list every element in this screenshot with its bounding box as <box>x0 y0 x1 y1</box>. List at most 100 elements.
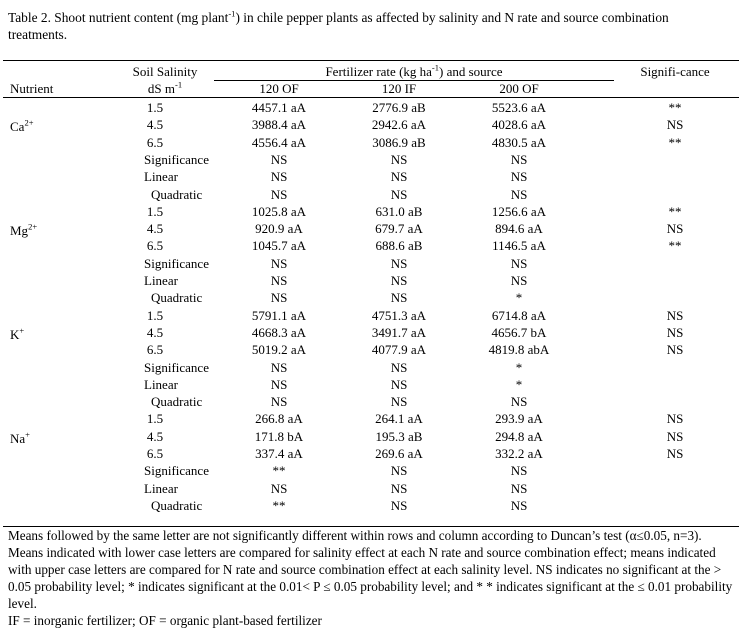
caption-text-end: ) in chile pepper plants as affected by … <box>8 10 669 42</box>
row-label: Quadratic <box>151 394 203 410</box>
row-label: Linear <box>144 480 178 496</box>
row-label: Linear <box>144 376 178 392</box>
cell-120-of: ** <box>272 497 286 513</box>
table-row: Quadratic NS NS NS <box>0 186 742 203</box>
cell-120-if: 2942.6 aA <box>371 117 427 133</box>
cell-120-if: 4751.3 aA <box>371 307 427 323</box>
cell-significance: NS <box>666 307 684 323</box>
cell-200-of: NS <box>510 169 528 185</box>
table-row: Quadratic NS NS * <box>0 289 742 306</box>
cell-120-of: NS <box>270 290 288 306</box>
table-row: 6.5 337.4 aA 269.6 aA 332.2 aA NS <box>0 445 742 462</box>
cell-120-of: NS <box>270 151 288 167</box>
cell-120-if: NS <box>390 186 408 202</box>
cell-significance: ** <box>668 238 682 254</box>
cell-120-of: 4668.3 aA <box>251 324 307 340</box>
cell-200-of: NS <box>510 186 528 202</box>
cell-120-of: NS <box>270 255 288 271</box>
cell-120-if: NS <box>390 497 408 513</box>
cell-200-of: 5523.6 aA <box>491 100 547 115</box>
cell-120-of: NS <box>270 480 288 496</box>
row-label: 4.5 <box>146 221 164 237</box>
row-label: Quadratic <box>151 290 203 306</box>
cell-120-of: 5791.1 aA <box>251 307 307 323</box>
cell-200-of: 4656.7 bA <box>491 324 547 340</box>
cell-120-if: 3491.7 aA <box>371 324 427 340</box>
cell-120-of: NS <box>270 359 288 375</box>
cell-120-of: 171.8 bA <box>254 428 304 444</box>
nutrient-symbol: Mg <box>10 223 29 239</box>
cell-200-of: 293.9 aA <box>495 411 543 427</box>
table-row: Linear NS NS NS <box>0 168 742 185</box>
table-footnote: Means followed by the same letter are no… <box>8 527 736 629</box>
table-row: Linear NS NS NS <box>0 480 742 497</box>
cell-120-if: 195.3 aB <box>375 428 423 444</box>
cell-120-of: NS <box>270 186 288 202</box>
bottom-rule <box>3 526 739 527</box>
nutrient-charge: + <box>25 429 30 440</box>
header-soil-salinity: Soil Salinity <box>132 64 198 79</box>
row-label: 6.5 <box>146 342 164 358</box>
cell-200-of: 4028.6 aA <box>491 117 547 133</box>
table-row: 4.5 4668.3 aA 3491.7 aA 4656.7 bA NS <box>0 324 742 341</box>
nutrient-symbol: Na <box>10 430 26 446</box>
cell-200-of: 4819.8 abA <box>488 342 550 358</box>
row-label: 4.5 <box>146 324 164 340</box>
cell-120-if: 3086.9 aB <box>372 134 426 150</box>
cell-120-if: NS <box>390 480 408 496</box>
row-label: 4.5 <box>146 428 164 444</box>
spanner-rule <box>214 80 614 81</box>
table-row: 1.5 4457.1 aA 2776.9 aB 5523.6 aA ** <box>0 99 742 116</box>
cell-120-if: 264.1 aA <box>375 411 423 427</box>
cell-200-of: * <box>515 376 523 392</box>
caption-superscript: -1 <box>228 8 236 19</box>
row-label: 6.5 <box>146 238 164 254</box>
table-row: 4.5 3988.4 aA 2942.6 aA 4028.6 aA NS <box>0 116 742 133</box>
cell-120-if: 2776.9 aB <box>372 100 426 115</box>
row-label: 1.5 <box>146 100 164 115</box>
cell-200-of: 1256.6 aA <box>491 203 547 219</box>
table-row: Significance ** NS NS <box>0 462 742 479</box>
cell-120-of: 920.9 aA <box>255 221 303 237</box>
header-120-of: 120 OF <box>259 81 299 96</box>
table-row: 6.5 1045.7 aA 688.6 aB 1146.5 aA ** <box>0 237 742 254</box>
table-row: Significance NS NS * <box>0 359 742 376</box>
cell-200-of: 294.8 aA <box>495 428 543 444</box>
table-row: 4.5 920.9 aA 679.7 aA 894.6 aA NS <box>0 220 742 237</box>
cell-significance: NS <box>666 117 684 133</box>
header-200-of: 200 OF <box>499 81 539 96</box>
cell-120-if: 679.7 aA <box>375 221 423 237</box>
table-row: Significance NS NS NS <box>0 255 742 272</box>
cell-200-of: 4830.5 aA <box>491 134 547 150</box>
cell-120-if: NS <box>390 359 408 375</box>
table-row: 6.5 5019.2 aA 4077.9 aA 4819.8 abA NS <box>0 341 742 358</box>
nutrient-label: Mg2+ <box>10 222 37 239</box>
cell-120-of: NS <box>270 273 288 288</box>
cell-200-of: 332.2 aA <box>495 446 543 461</box>
cell-significance: NS <box>666 221 684 237</box>
nutrient-label: Na+ <box>10 430 30 447</box>
cell-120-if: NS <box>390 394 408 410</box>
cell-200-of: 1146.5 aA <box>492 238 546 254</box>
cell-120-of: 1025.8 aA <box>251 203 307 219</box>
header-ds-unit: dS m-1 <box>147 79 183 96</box>
cell-200-of: NS <box>510 497 528 513</box>
caption-text: Table 2. Shoot nutrient content (mg plan… <box>8 10 229 25</box>
header-120-if: 120 IF <box>381 81 417 96</box>
cell-120-if: 4077.9 aA <box>371 342 427 358</box>
table-row: 4.5 171.8 bA 195.3 aB 294.8 aA NS <box>0 428 742 445</box>
cell-120-of: ** <box>272 463 286 479</box>
row-label: Significance <box>144 463 209 479</box>
cell-120-of: 4457.1 aA <box>251 100 307 115</box>
cell-120-if: NS <box>390 376 408 392</box>
cell-significance: ** <box>668 100 682 115</box>
nutrient-label: Ca2+ <box>10 118 34 135</box>
footnote-paragraph: Means followed by the same letter are no… <box>8 528 733 611</box>
header-fertilizer: Fertilizer rate (kg ha-1) and source <box>325 62 503 79</box>
row-label: Quadratic <box>151 497 203 513</box>
table-row: Significance NS NS NS <box>0 151 742 168</box>
cell-200-of: * <box>515 359 523 375</box>
cell-significance: ** <box>668 203 682 219</box>
table-row: 6.5 4556.4 aA 3086.9 aB 4830.5 aA ** <box>0 134 742 151</box>
row-label: 1.5 <box>146 307 164 323</box>
